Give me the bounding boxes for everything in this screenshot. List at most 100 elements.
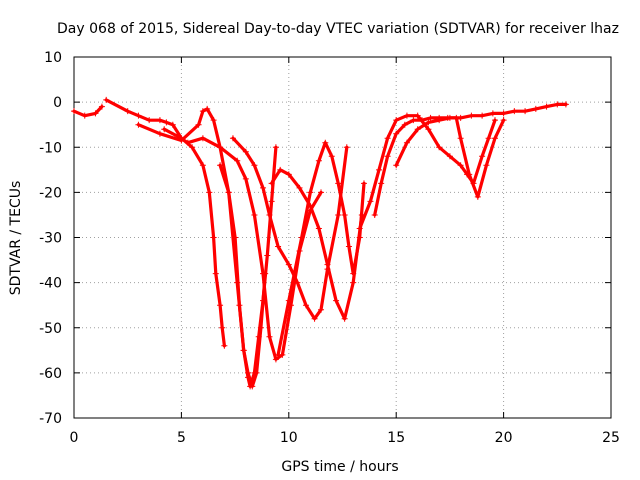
- data-point: [217, 144, 224, 151]
- data-point: [169, 121, 176, 128]
- data-point: [418, 117, 425, 124]
- data-point: [260, 184, 267, 191]
- data-point: [229, 135, 236, 142]
- x-tick-label: 10: [280, 430, 298, 446]
- data-point: [71, 108, 77, 115]
- data-point: [403, 139, 410, 146]
- data-point: [251, 162, 258, 169]
- data-point: [492, 117, 499, 124]
- data-point: [232, 234, 239, 241]
- y-tick-label: -70: [39, 411, 62, 427]
- series-line: [136, 107, 267, 388]
- series-arc-3: [135, 105, 269, 390]
- series-line: [373, 116, 506, 217]
- data-point: [384, 153, 391, 160]
- data-point: [492, 135, 499, 142]
- data-point: [251, 211, 258, 218]
- data-point: [384, 135, 391, 142]
- data-point: [474, 193, 481, 200]
- data-point: [376, 166, 383, 173]
- data-point: [335, 211, 342, 218]
- data-point: [457, 162, 464, 169]
- data-point: [272, 356, 279, 363]
- data-point: [457, 114, 464, 121]
- data-point: [335, 180, 342, 187]
- data-point: [285, 297, 292, 304]
- data-point: [318, 189, 325, 196]
- y-tick-label: -40: [39, 276, 62, 292]
- data-point: [318, 306, 325, 313]
- data-point: [210, 117, 217, 124]
- y-tick-label: 10: [44, 50, 62, 66]
- data-point: [219, 324, 226, 331]
- data-point: [302, 302, 309, 309]
- data-point: [371, 211, 378, 218]
- data-point: [174, 132, 181, 139]
- data-point: [436, 117, 443, 124]
- data-point: [425, 126, 432, 133]
- data-point: [242, 175, 249, 182]
- data-point: [393, 130, 400, 137]
- data-point: [378, 180, 385, 187]
- data-point: [436, 144, 443, 151]
- data-point: [275, 351, 282, 358]
- data-point: [532, 105, 539, 112]
- y-tick-label: 0: [53, 95, 62, 111]
- data-point: [103, 96, 110, 103]
- series-arc-1: [71, 103, 105, 119]
- data-point: [446, 114, 453, 121]
- data-point: [135, 121, 142, 128]
- data-point: [195, 121, 202, 128]
- data-point: [457, 135, 464, 142]
- data-point: [328, 153, 335, 160]
- data-point: [242, 148, 249, 155]
- data-point: [199, 135, 206, 142]
- data-point: [360, 180, 367, 187]
- data-point: [98, 103, 105, 110]
- data-point: [414, 126, 421, 133]
- data-point: [294, 279, 301, 286]
- series-arc-9: [356, 112, 499, 232]
- data-point: [251, 369, 258, 376]
- data-point: [315, 157, 322, 164]
- data-point: [285, 171, 292, 178]
- data-point: [184, 139, 191, 146]
- x-tick-label: 20: [495, 430, 513, 446]
- data-layer: [71, 96, 569, 390]
- data-point: [268, 198, 275, 205]
- series-line: [72, 104, 104, 118]
- data-point: [255, 333, 262, 340]
- data-point: [543, 103, 550, 110]
- axes: 0 5 10 15 20 25 10 0 -10 -20 -30 -40 -50 -60 -70: [39, 50, 620, 446]
- series-arc-8: [275, 139, 367, 358]
- data-point: [393, 162, 400, 169]
- data-point: [260, 297, 267, 304]
- series-arc-7: [268, 166, 365, 322]
- series-arc-5: [217, 144, 279, 390]
- y-tick-label: -60: [39, 366, 62, 382]
- data-point: [468, 112, 475, 119]
- data-point: [212, 270, 219, 277]
- data-point: [500, 110, 507, 117]
- data-point: [479, 153, 486, 160]
- series-arc-11: [393, 101, 569, 169]
- data-point: [311, 315, 318, 322]
- series-line: [358, 114, 497, 231]
- data-point: [234, 157, 241, 164]
- x-tick-label: 25: [602, 430, 620, 446]
- data-point: [410, 117, 417, 124]
- y-tick-label: -50: [39, 321, 62, 337]
- data-point: [225, 189, 232, 196]
- data-point: [247, 383, 254, 390]
- data-point: [414, 112, 421, 119]
- data-point: [393, 117, 400, 124]
- data-point: [298, 234, 305, 241]
- data-point: [206, 189, 213, 196]
- y-tick-label: -20: [39, 185, 62, 201]
- x-tick-label: 15: [387, 430, 405, 446]
- data-point: [485, 135, 492, 142]
- data-point: [135, 112, 142, 119]
- data-point: [466, 171, 473, 178]
- data-point: [483, 162, 490, 169]
